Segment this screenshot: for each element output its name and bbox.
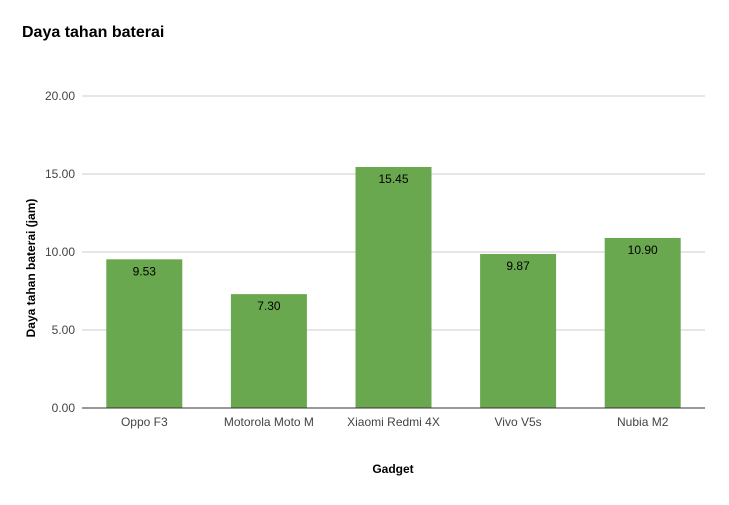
bar: [480, 254, 557, 408]
data-label: 9.53: [133, 264, 157, 278]
y-tick-label: 10.00: [45, 245, 75, 259]
x-tick-labels: Oppo F3 Motorola Moto M Xiaomi Redmi 4X Viv…: [121, 415, 669, 429]
data-labels: 9.53 7.30 15.45 9.87 10.90: [133, 172, 658, 313]
x-tick-label: Vivo V5s: [495, 415, 542, 429]
data-label: 7.30: [257, 299, 281, 313]
x-tick-label: Nubia M2: [617, 415, 669, 429]
bar: [604, 237, 681, 408]
x-tick-label: Xiaomi Redmi 4X: [347, 415, 440, 429]
x-axis-title: Gadget: [372, 462, 413, 476]
chart-title: Daya tahan baterai: [22, 24, 165, 41]
y-tick-label: 0.00: [52, 401, 76, 415]
data-label: 10.90: [628, 243, 658, 257]
data-label: 15.45: [378, 172, 408, 186]
y-tick-label: 20.00: [45, 89, 75, 103]
bar: [106, 259, 183, 408]
data-label: 9.87: [506, 259, 530, 273]
x-tick-label: Motorola Moto M: [224, 415, 314, 429]
y-tick-label: 15.00: [45, 167, 75, 181]
y-axis-title: Daya tahan baterai (jam): [24, 199, 38, 338]
bar: [230, 294, 307, 408]
bar: [355, 166, 432, 408]
x-tick-label: Oppo F3: [121, 415, 168, 429]
y-tick-label: 5.00: [52, 323, 76, 337]
bars: [106, 166, 681, 408]
y-tick-labels: 0.00 5.00 10.00 15.00 20.00: [45, 89, 75, 415]
